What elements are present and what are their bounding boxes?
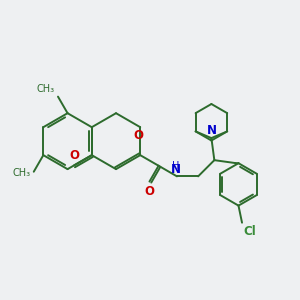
Text: H: H xyxy=(172,161,179,171)
Text: O: O xyxy=(145,185,154,198)
Text: N: N xyxy=(206,124,216,136)
Text: O: O xyxy=(134,129,144,142)
Text: O: O xyxy=(69,149,79,162)
Text: CH₃: CH₃ xyxy=(13,168,31,178)
Text: N: N xyxy=(170,164,181,176)
Text: Cl: Cl xyxy=(244,225,256,238)
Text: CH₃: CH₃ xyxy=(37,84,55,94)
